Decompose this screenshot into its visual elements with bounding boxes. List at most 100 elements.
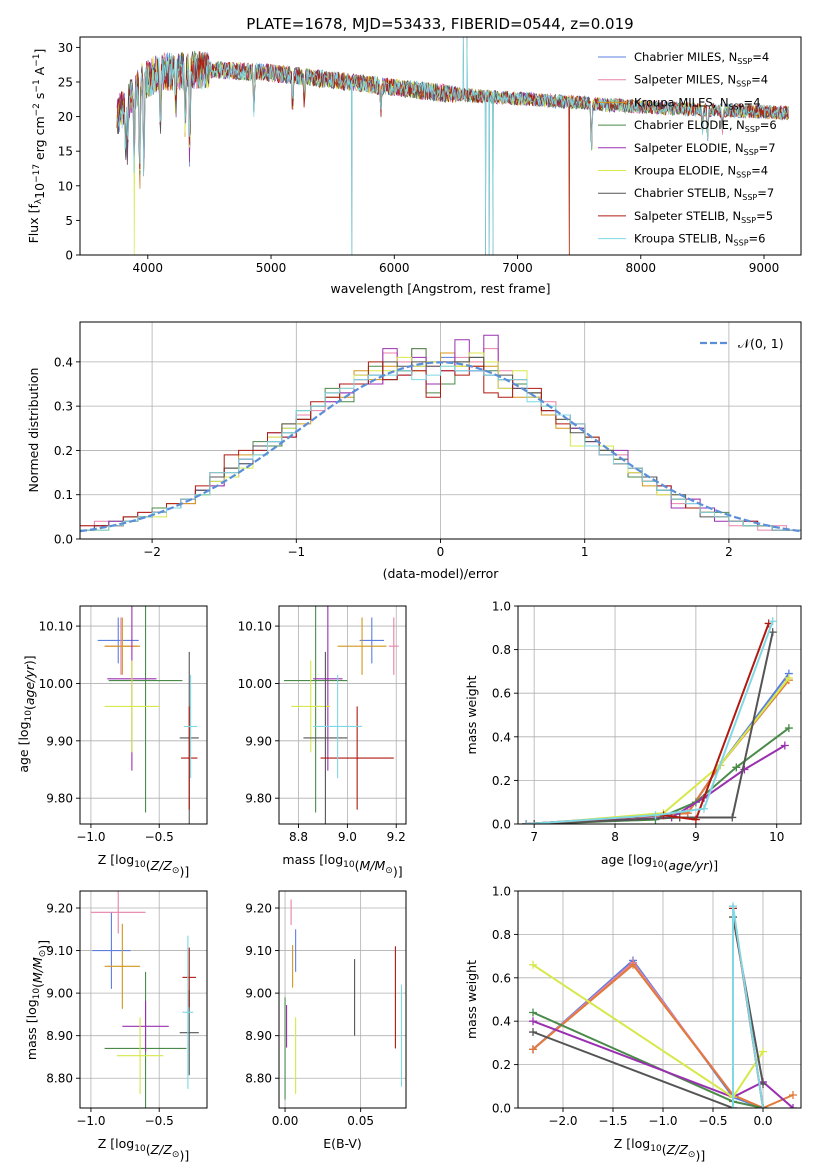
mass-weight-line-6 bbox=[534, 631, 774, 824]
mass-weight-marker-2 bbox=[789, 1090, 797, 1099]
y-tick-label: 20 bbox=[58, 110, 73, 124]
mass-weight-marker-7 bbox=[691, 815, 700, 824]
y-tick-label: 25 bbox=[58, 75, 73, 89]
x-tick-label: −2 bbox=[143, 545, 161, 559]
axes-frame bbox=[79, 321, 802, 540]
y-tick-label: 0.8 bbox=[492, 643, 511, 657]
spectrum-panel: 4000 5000 6000 7000 8000 9000 0 5 10 15 20 25 30 Chab… bbox=[26, 36, 802, 296]
y-tick-label: 9.00 bbox=[245, 987, 272, 1001]
y-tick-label: 0.2 bbox=[492, 774, 511, 788]
y-tick-label: 9.10 bbox=[46, 944, 73, 958]
x-tick-label: 1 bbox=[581, 545, 589, 559]
residual-histogram-panel: −2 −1 0 1 2 0.0 0.1 0.2 0.3 0.4 𝒩(0, 1) (data-model… bbox=[26, 321, 802, 581]
y-tick-label: 9.20 bbox=[245, 902, 272, 916]
mass-weight-marker-3 bbox=[529, 1008, 537, 1017]
x-tick-label: 10 bbox=[769, 830, 784, 844]
mass-weight-line-4 bbox=[532, 1020, 794, 1108]
mass-weight-marker-8 bbox=[699, 804, 708, 813]
mass-weight-marker-6 bbox=[768, 628, 777, 637]
plot-area bbox=[279, 891, 406, 1108]
mass-weight-marker-5 bbox=[784, 673, 793, 682]
axes-frame bbox=[79, 605, 208, 825]
y-tick-label: 0.6 bbox=[492, 971, 511, 985]
plot-area bbox=[518, 891, 801, 1108]
x-tick-label: −1 bbox=[287, 545, 305, 559]
residual-y-label: Normed distribution bbox=[26, 368, 41, 493]
y-tick-label: 0.2 bbox=[54, 444, 73, 458]
legend-gaussian-label: 𝒩(0, 1) bbox=[738, 336, 784, 351]
y-tick-label: 0.4 bbox=[54, 355, 73, 369]
y-tick-label: 10.10 bbox=[39, 620, 73, 634]
mass-weight-marker-2 bbox=[529, 1045, 537, 1054]
spectrum-line-8 bbox=[116, 37, 789, 255]
x-tick-label: −2.0 bbox=[548, 1114, 577, 1128]
legend-label-5: Kroupa ELODIE, NSSP=4 bbox=[634, 164, 768, 180]
mw-age-x-label: age [log10(age/yr)] bbox=[601, 852, 718, 873]
y-tick-label: 9.80 bbox=[46, 792, 73, 806]
legend-label-1: Salpeter MILES, NSSP=4 bbox=[634, 73, 768, 89]
mass-weight-marker-2 bbox=[629, 960, 637, 969]
x-tick-label: −1.0 bbox=[648, 1114, 677, 1128]
legend-label-2: Kroupa MILES, NSSP=4 bbox=[634, 95, 761, 111]
x-tick-label: −1.5 bbox=[598, 1114, 627, 1128]
y-tick-label: 0.0 bbox=[54, 533, 73, 547]
x-tick-label: 6000 bbox=[379, 261, 410, 275]
y-tick-label: 1.0 bbox=[492, 600, 511, 614]
mass-Z-y-label: mass [log10(M/M⊙)] bbox=[24, 940, 51, 1060]
y-tick-label: 9.90 bbox=[46, 734, 73, 748]
residual-x-label: (data-model)/error bbox=[383, 566, 500, 581]
y-tick-label: 8.80 bbox=[245, 1072, 272, 1086]
y-tick-label: 9.00 bbox=[46, 987, 73, 1001]
mass-weight-marker-8 bbox=[729, 1104, 737, 1108]
x-tick-label: 0.00 bbox=[272, 1114, 299, 1128]
x-tick-label: 9.0 bbox=[338, 830, 357, 844]
mass-weight-marker-3 bbox=[732, 763, 741, 772]
y-tick-label: 0.0 bbox=[492, 818, 511, 832]
y-tick-label: 0.8 bbox=[492, 928, 511, 942]
x-tick-label: 0.05 bbox=[347, 1114, 374, 1128]
legend-label-8: Kroupa STELIB, NSSP=6 bbox=[634, 232, 766, 248]
age-vs-mass-panel: 8.8 9.0 9.2 9.80 9.90 10.00 10.10 mass [log10(M… bbox=[238, 605, 407, 879]
plot-area bbox=[279, 606, 406, 824]
y-tick-label: 0.0 bbox=[492, 1102, 511, 1116]
age-Z-y-label: age [log10(age/yr)] bbox=[16, 655, 37, 772]
y-tick-label: 8.80 bbox=[46, 1072, 73, 1086]
x-tick-label: −1.0 bbox=[76, 1114, 105, 1128]
x-tick-label: −1.0 bbox=[76, 830, 105, 844]
y-tick-label: 0.1 bbox=[54, 488, 73, 502]
x-tick-label: 0.0 bbox=[753, 1114, 772, 1128]
mass-weight-marker-8 bbox=[651, 811, 660, 820]
x-tick-label: 8.8 bbox=[289, 830, 308, 844]
y-tick-label: 10 bbox=[58, 179, 73, 193]
mass-vs-extinction-panel: 0.00 0.05 8.80 8.90 9.00 9.10 9.20 E(B-V) bbox=[245, 890, 407, 1151]
mw-Z-x-label: Z [log10(Z/Z⊙)] bbox=[614, 1136, 705, 1163]
legend-label-6: Chabrier STELIB, NSSP=7 bbox=[634, 186, 774, 202]
age-mass-x-label: mass [log10(M/M⊙)] bbox=[282, 852, 402, 879]
mass-weight-marker-6 bbox=[728, 813, 737, 822]
x-tick-label: 9000 bbox=[749, 261, 780, 275]
y-tick-label: 9.90 bbox=[245, 734, 272, 748]
y-tick-label: 30 bbox=[58, 41, 73, 55]
mass-weight-marker-6 bbox=[530, 820, 539, 824]
x-tick-label: 4000 bbox=[133, 261, 164, 275]
x-tick-label: 7 bbox=[530, 830, 538, 844]
y-tick-label: 1.0 bbox=[492, 885, 511, 899]
mass-weight-marker-5 bbox=[529, 960, 537, 969]
y-tick-label: 10.00 bbox=[238, 677, 272, 691]
y-tick-label: 0.4 bbox=[492, 1015, 511, 1029]
mass-Z-x-label: Z [log10(Z/Z⊙)] bbox=[98, 1136, 189, 1163]
figure-title: PLATE=1678, MJD=53433, FIBERID=0544, z=0… bbox=[246, 15, 633, 33]
x-tick-label: 0 bbox=[437, 545, 445, 559]
axes-frame bbox=[517, 605, 802, 825]
plot-area bbox=[518, 606, 801, 824]
y-tick-label: 10.00 bbox=[39, 677, 73, 691]
plot-area bbox=[80, 891, 207, 1108]
y-tick-label: 15 bbox=[58, 145, 73, 159]
mass-weight-marker-8 bbox=[759, 1104, 767, 1108]
x-tick-label: 9.2 bbox=[387, 830, 406, 844]
x-tick-label: 7000 bbox=[502, 261, 533, 275]
y-tick-label: 9.80 bbox=[245, 792, 272, 806]
mass-weight-marker-4 bbox=[529, 1017, 537, 1026]
y-tick-label: 0.6 bbox=[492, 687, 511, 701]
spectrum-x-label: wavelength [Angstrom, rest frame] bbox=[330, 281, 550, 296]
